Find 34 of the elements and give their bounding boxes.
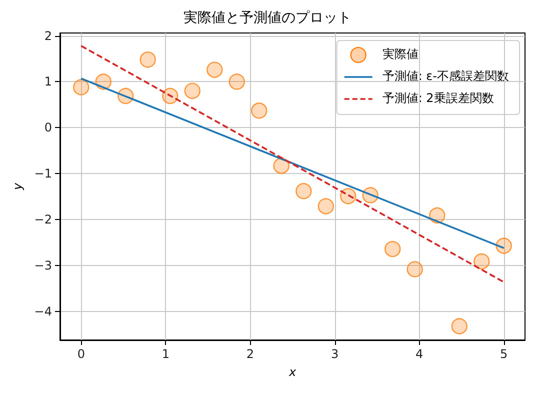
x-axis-title: x — [288, 365, 297, 379]
point — [496, 238, 512, 254]
point — [451, 318, 468, 334]
point — [206, 62, 223, 78]
y-tick-label: −3 — [34, 258, 52, 273]
point — [273, 158, 290, 174]
x-tick-label: 4 — [416, 347, 424, 361]
point — [384, 240, 401, 258]
y-tick-label: 1 — [44, 74, 52, 89]
point — [140, 52, 156, 68]
x-tick-label: 2 — [246, 347, 254, 361]
chart-title: 実際値と予測値のプロット — [184, 10, 352, 26]
point — [228, 74, 245, 90]
x-tick-label: 1 — [162, 347, 170, 361]
point — [73, 79, 90, 96]
y-tick-label: −2 — [34, 212, 52, 227]
point — [251, 102, 268, 119]
point — [95, 74, 112, 90]
point — [406, 261, 423, 278]
x-tick-label: 0 — [77, 347, 85, 361]
legend-label: 実際値 — [382, 47, 418, 61]
point — [474, 253, 490, 270]
x-tick-label: 5 — [500, 347, 508, 361]
y-tick-label: 2 — [44, 28, 52, 43]
y-axis-title: y — [10, 182, 24, 192]
point — [184, 82, 200, 100]
y-tick-label: −4 — [34, 304, 52, 319]
point — [318, 198, 334, 214]
x-tick-label: 3 — [330, 347, 339, 361]
point — [162, 88, 178, 104]
legend-label: 予測値: 2乗誤差関数 — [382, 91, 494, 105]
y-tick-label: −1 — [34, 166, 52, 181]
y-tick-label: 0 — [44, 120, 52, 135]
point — [296, 183, 312, 200]
